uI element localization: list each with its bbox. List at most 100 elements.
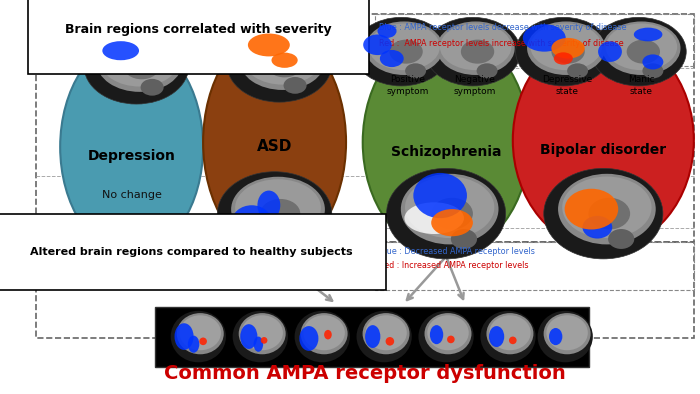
Ellipse shape [552, 38, 584, 58]
Ellipse shape [258, 191, 280, 220]
Ellipse shape [547, 315, 588, 350]
Ellipse shape [523, 24, 566, 52]
Bar [155, 307, 589, 367]
Ellipse shape [603, 21, 680, 75]
Ellipse shape [266, 51, 303, 77]
Text: Negative
symptom: Negative symptom [454, 76, 496, 96]
Ellipse shape [516, 17, 611, 86]
Ellipse shape [300, 326, 318, 351]
Ellipse shape [354, 17, 449, 86]
Text: Depressive
state: Depressive state [542, 76, 592, 96]
Ellipse shape [232, 205, 272, 239]
Ellipse shape [295, 311, 350, 362]
Ellipse shape [239, 313, 286, 354]
Ellipse shape [97, 32, 183, 92]
Ellipse shape [284, 77, 307, 94]
Ellipse shape [430, 325, 443, 344]
Ellipse shape [303, 315, 345, 350]
Ellipse shape [480, 311, 536, 362]
Ellipse shape [554, 52, 573, 65]
Ellipse shape [608, 229, 634, 249]
Ellipse shape [231, 177, 325, 242]
Text: Blue : Decreased AMPA receptor levels: Blue : Decreased AMPA receptor levels [379, 247, 536, 256]
Ellipse shape [589, 198, 630, 229]
Ellipse shape [300, 313, 348, 354]
Ellipse shape [451, 229, 477, 249]
Ellipse shape [253, 336, 263, 352]
Ellipse shape [218, 172, 332, 256]
Ellipse shape [203, 30, 346, 254]
Ellipse shape [513, 32, 694, 249]
Ellipse shape [368, 24, 440, 70]
Ellipse shape [260, 199, 300, 228]
Ellipse shape [431, 209, 473, 236]
Text: Red :  AMPA receptor levels increase with severity of disease: Red : AMPA receptor levels increase with… [379, 39, 624, 48]
Ellipse shape [363, 30, 529, 254]
Ellipse shape [549, 328, 562, 345]
Ellipse shape [461, 40, 494, 64]
Ellipse shape [227, 26, 332, 102]
Ellipse shape [405, 177, 494, 238]
Ellipse shape [243, 33, 322, 85]
Ellipse shape [199, 338, 207, 345]
Ellipse shape [279, 228, 304, 246]
Ellipse shape [437, 21, 514, 75]
Ellipse shape [567, 63, 588, 78]
Ellipse shape [565, 189, 618, 229]
Ellipse shape [562, 177, 652, 238]
Text: Red : Increased AMPA receptor levels: Red : Increased AMPA receptor levels [379, 261, 529, 270]
Ellipse shape [356, 311, 412, 362]
Ellipse shape [643, 63, 664, 78]
Text: Altered brain regions compared to healthy subjects: Altered brain regions compared to health… [30, 247, 353, 257]
Ellipse shape [424, 313, 472, 354]
Ellipse shape [84, 28, 189, 104]
Ellipse shape [363, 35, 392, 55]
Ellipse shape [365, 315, 407, 350]
Ellipse shape [489, 326, 504, 347]
Ellipse shape [272, 53, 298, 68]
Ellipse shape [188, 336, 200, 353]
Ellipse shape [389, 40, 423, 64]
Ellipse shape [626, 40, 660, 64]
Ellipse shape [552, 40, 584, 64]
Ellipse shape [179, 315, 221, 350]
Ellipse shape [365, 21, 443, 75]
Ellipse shape [100, 35, 179, 87]
Ellipse shape [60, 40, 203, 254]
Ellipse shape [405, 203, 464, 234]
Text: ASD: ASD [257, 139, 293, 154]
Ellipse shape [440, 24, 512, 70]
Ellipse shape [447, 336, 455, 343]
Ellipse shape [489, 315, 531, 350]
Ellipse shape [544, 313, 591, 354]
Ellipse shape [531, 24, 602, 70]
Ellipse shape [174, 323, 194, 350]
Ellipse shape [377, 24, 396, 38]
Text: Common AMPA receptor dysfunction: Common AMPA receptor dysfunction [164, 364, 566, 383]
Ellipse shape [527, 21, 606, 75]
Ellipse shape [544, 168, 663, 259]
Ellipse shape [419, 311, 474, 362]
Ellipse shape [232, 311, 288, 362]
Text: Bipolar disorder: Bipolar disorder [540, 143, 666, 157]
Ellipse shape [591, 17, 686, 86]
Ellipse shape [241, 315, 283, 350]
Ellipse shape [380, 50, 404, 67]
Ellipse shape [248, 33, 290, 56]
Text: Schizophrenia: Schizophrenia [391, 145, 501, 159]
Ellipse shape [509, 336, 517, 344]
Text: Depression: Depression [88, 149, 176, 164]
Ellipse shape [401, 174, 498, 244]
Ellipse shape [365, 325, 380, 348]
Ellipse shape [239, 30, 326, 90]
Ellipse shape [558, 174, 656, 244]
Ellipse shape [386, 168, 505, 259]
Ellipse shape [538, 311, 593, 362]
Ellipse shape [606, 24, 677, 70]
Text: No change: No change [102, 190, 162, 200]
Ellipse shape [598, 41, 622, 62]
Ellipse shape [363, 313, 410, 354]
Ellipse shape [477, 63, 498, 78]
Ellipse shape [177, 313, 224, 354]
Ellipse shape [386, 337, 394, 346]
